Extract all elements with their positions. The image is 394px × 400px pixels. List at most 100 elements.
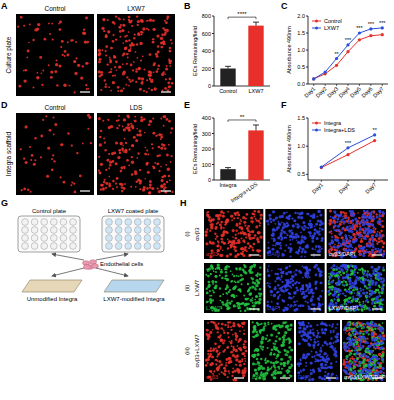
cell-dot [311, 303, 313, 305]
cell-dot [217, 267, 220, 270]
cell-dot [122, 54, 124, 56]
cell-dot [244, 271, 247, 274]
cell-dot [51, 168, 54, 171]
cell-dot [254, 282, 257, 285]
cell-dot [206, 288, 208, 290]
cell-dot [282, 226, 285, 229]
cell-dot [254, 266, 256, 268]
cell-dot [286, 225, 288, 227]
panel-label: B [184, 1, 191, 11]
cell-dot [246, 303, 248, 305]
cell-dot [335, 214, 338, 217]
cell-dot [257, 237, 259, 239]
cell-dot [141, 20, 144, 23]
cell-dot [289, 215, 292, 218]
cell-dot [143, 186, 146, 189]
cell-dot [230, 270, 232, 272]
cell-dot [259, 224, 261, 226]
cell-dot [142, 27, 145, 30]
cell-dot [352, 219, 354, 221]
cell-dot [33, 163, 36, 166]
cell-dot [110, 90, 112, 92]
cell-dot [208, 216, 211, 219]
cell-dot [381, 225, 384, 228]
cell-dot [250, 299, 253, 302]
cell-dot [131, 144, 134, 147]
x-tick-label: LXW7 [249, 88, 264, 94]
cell-dot [52, 39, 54, 41]
cell-dot [258, 301, 261, 304]
micrograph-background [97, 14, 175, 96]
cell-dot [366, 249, 368, 251]
cell-dot [371, 249, 373, 251]
cell-dot [243, 232, 246, 235]
well [31, 243, 38, 250]
cell-dot [140, 19, 143, 22]
cell-dot [108, 176, 110, 178]
cell-dot [113, 55, 115, 57]
cell-dot [307, 213, 310, 216]
y-axis-label: Absorbance 490nm [286, 26, 292, 74]
cell-dot [30, 159, 32, 161]
cell-dot [170, 60, 172, 62]
cell-dot [238, 232, 240, 234]
cell-dot [108, 86, 110, 88]
cell-dot [278, 236, 280, 238]
cell-dot [329, 231, 332, 234]
cell-dot [168, 120, 171, 123]
cell-dot [320, 271, 323, 274]
cell-dot [299, 241, 302, 244]
cell-dot [310, 222, 312, 224]
cell-dot [360, 234, 362, 236]
well [154, 219, 161, 226]
cell-dot [52, 154, 54, 156]
cell-dot [107, 30, 110, 33]
cell-dot [205, 234, 207, 236]
cell-dot [148, 73, 151, 76]
cell-dot [356, 230, 358, 232]
x-tick-label: Day4 [337, 85, 350, 98]
well [50, 235, 57, 242]
cell-dot [103, 181, 106, 184]
y-tick [212, 68, 214, 69]
cell-dot [220, 227, 222, 229]
cell-dot [271, 301, 273, 303]
cell-dot [117, 86, 120, 89]
cell-dot [124, 168, 126, 170]
cell-dot [295, 269, 297, 271]
cell-dot [138, 67, 141, 70]
cell-dot [330, 216, 332, 218]
cell-dot [158, 170, 160, 172]
cell-dot [378, 251, 381, 254]
cell-dot [105, 35, 108, 38]
cell-dot [366, 219, 368, 221]
cell-dot [321, 290, 323, 292]
error-bar [253, 125, 259, 130]
cell-dot [372, 246, 375, 249]
cell-dot [220, 238, 223, 241]
cell-dot [348, 229, 351, 232]
cell-dot [371, 223, 374, 226]
cell-dot [115, 183, 117, 185]
cell-dot [135, 81, 137, 83]
cell-dot [364, 213, 366, 215]
cell-dot [154, 87, 157, 90]
cell-dot [280, 232, 283, 235]
cell-dot [363, 231, 366, 234]
cell-dot [278, 291, 280, 293]
cell-dot [207, 214, 209, 216]
cell-dot [171, 82, 173, 84]
cell-dot [362, 236, 365, 239]
cell-dot [344, 213, 346, 215]
cell-dot [128, 164, 130, 166]
cell-dot [315, 274, 318, 277]
cell-dot [303, 241, 305, 243]
cell-dot [367, 230, 370, 233]
cell-dot [358, 236, 360, 238]
well [41, 235, 48, 242]
cell-dot [359, 229, 361, 231]
well [50, 243, 57, 250]
cell-dot [128, 31, 130, 33]
cell-dot [303, 236, 306, 239]
cell-dot [82, 65, 84, 67]
